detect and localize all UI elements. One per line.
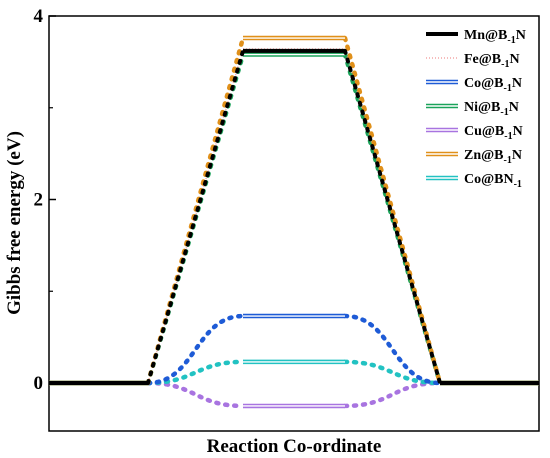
connector-line [145,380,246,409]
legend: Mn@B-1N Fe@B-1N Co@B-1N Ni@B-1N Cu@B-1N Zn@B-… [426,28,526,190]
y-tick-label: 2 [34,190,44,211]
legend-label: Mn@B-1N [464,28,526,46]
connector-line [343,48,442,385]
series-group [49,35,539,409]
connector-line [342,380,443,409]
legend-label: Ni@B-1N [464,100,519,118]
legend-item: Mn@B-1N [426,28,526,46]
y-ticks: 0 2 4 [34,6,56,394]
connector-line [146,48,245,385]
legend-label: Co@BN-1 [464,172,522,190]
x-axis-title: Reaction Co-ordinate [207,436,382,457]
series-co-bn [49,313,539,386]
legend-label: Co@B-1N [464,76,522,94]
legend-item: Ni@B-1N [426,100,519,118]
y-tick-label: 4 [34,6,44,27]
connector-line [342,35,443,386]
legend-label: Cu@B-1N [464,124,523,142]
plot-frame [48,15,540,432]
legend-item: Co@B-1N [426,76,522,94]
legend-item: Co@BN-1 [426,172,522,190]
legend-item: Cu@B-1N [426,124,523,142]
y-tick-label: 0 [34,373,44,394]
y-axis-title: Gibbs free energy (eV) [4,131,25,315]
legend-item: Zn@B-1N [426,148,522,166]
legend-item: Fe@B-1N [426,52,520,70]
legend-label: Zn@B-1N [464,148,522,166]
connector-line [145,359,246,386]
series-cu-bn [49,380,539,409]
series-mn-bn [49,48,539,385]
legend-label: Fe@B-1N [464,52,520,70]
series-co-bn-1 [49,359,539,386]
connector-line [145,313,246,386]
connector-line [342,313,443,386]
connector-line [145,35,246,386]
